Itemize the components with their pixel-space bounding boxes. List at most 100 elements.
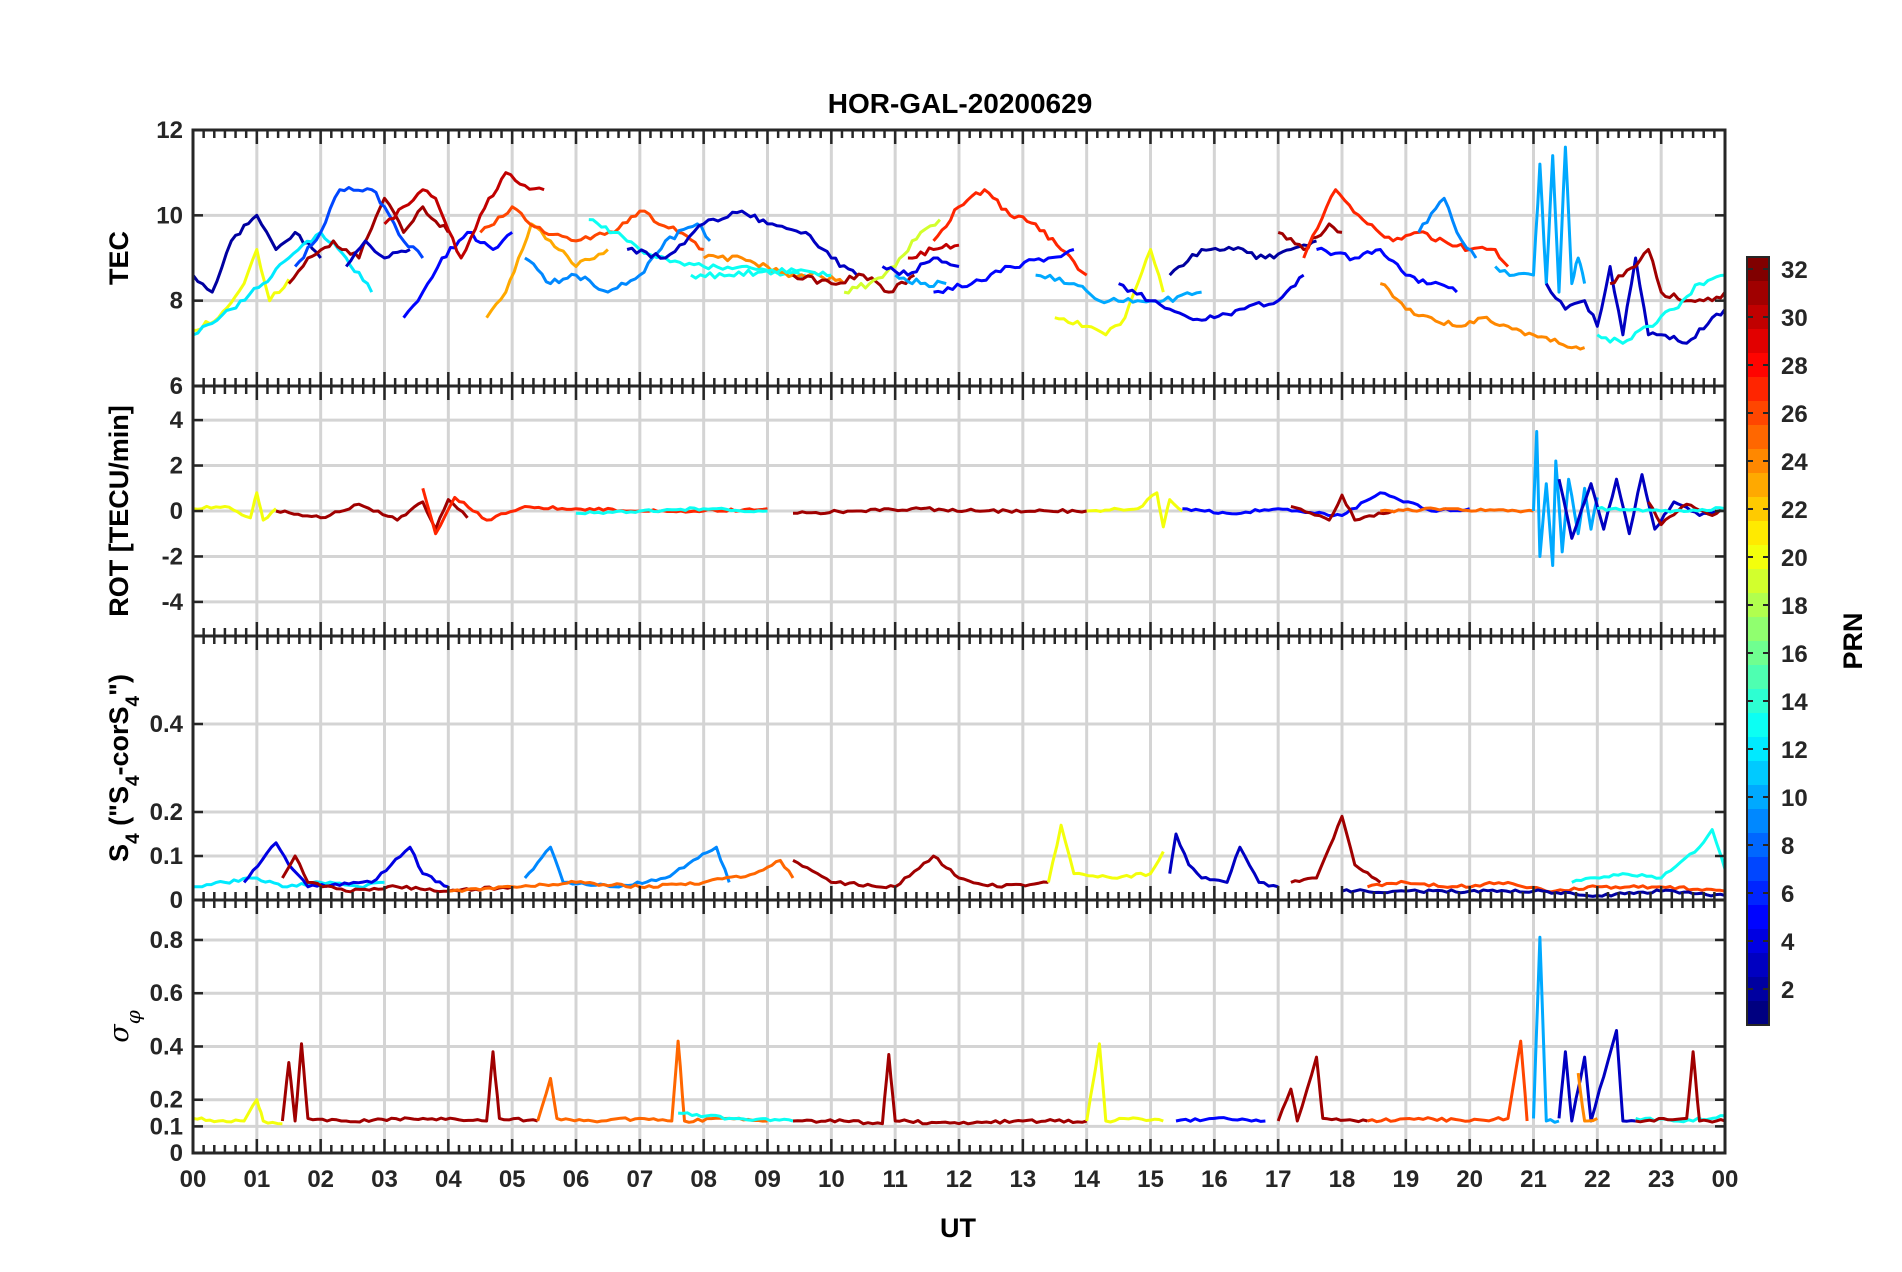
rot-series-prn-31 — [792, 506, 1088, 516]
s4-y-tick-label: 0.2 — [150, 799, 183, 826]
colorbar-tick-label: 10 — [1781, 785, 1808, 812]
tec-series-prn-31 — [287, 196, 450, 285]
x-tick-label: 13 — [1009, 1166, 1036, 1193]
x-tick-label: 23 — [1648, 1166, 1675, 1193]
colorbar-tick-label: 14 — [1781, 689, 1808, 716]
s4-series-prn-13 — [1571, 828, 1725, 884]
sigma-series-prn-5 — [1175, 1116, 1266, 1123]
x-axis-title: UT — [940, 1213, 976, 1243]
s4-y-tick-label: 0.1 — [150, 843, 183, 870]
tec-series-prn-23 — [485, 222, 609, 319]
sigma-series-group — [193, 935, 1725, 1126]
x-tick-label: 10 — [818, 1166, 845, 1193]
tec-series-prn-4 — [881, 256, 960, 277]
colorbar-tick-label: 8 — [1781, 833, 1794, 860]
rot-series-prn-20 — [193, 491, 277, 522]
tec-series-prn-4 — [1118, 273, 1305, 322]
tec-y-tick-label: 10 — [156, 202, 183, 229]
s4-series-prn-12 — [193, 876, 385, 889]
s4-series-prn-31 — [792, 854, 1049, 890]
colorbar-label: PRN — [1838, 612, 1868, 669]
sigma-y-tick-label: 0.2 — [150, 1087, 183, 1114]
x-tick-label: 12 — [946, 1166, 973, 1193]
tec-series-prn-12 — [193, 230, 374, 337]
rot-series-prn-13 — [575, 506, 768, 516]
rot-series-prn-13 — [1596, 506, 1725, 514]
rot-grid — [191, 386, 1727, 636]
rot-series-prn-3 — [1557, 473, 1725, 540]
tec-series-prn-13 — [588, 218, 807, 278]
rot-series-prn-5 — [1182, 491, 1471, 518]
s4-y-tick-label: 0.4 — [150, 711, 184, 738]
tec-series-prn-10 — [1494, 145, 1587, 294]
x-tick-label: 21 — [1520, 1166, 1547, 1193]
colorbar-tick-label: 22 — [1781, 497, 1808, 524]
x-tick-label: 08 — [690, 1166, 717, 1193]
rot-series-prn-31 — [1290, 493, 1394, 522]
x-tick-label: 07 — [626, 1166, 653, 1193]
colorbar-tick-label: 32 — [1781, 257, 1808, 284]
tec-series-prn-27 — [1302, 188, 1510, 268]
x-tick-label: 16 — [1201, 1166, 1228, 1193]
tec-series-prn-3 — [1544, 256, 1725, 345]
x-tick-label: 09 — [754, 1166, 781, 1193]
x-tick-label: 17 — [1265, 1166, 1292, 1193]
sigma-series-prn-10 — [1532, 935, 1560, 1124]
rot-series-prn-20 — [1086, 491, 1184, 529]
tec-series-prn-24 — [702, 253, 846, 285]
sigma-series-prn-20 — [193, 1098, 283, 1126]
colorbar-tick-label: 12 — [1781, 737, 1808, 764]
tec-panel: 6 8 10 12 TEC — [104, 117, 1727, 400]
rot-panel: -4 -2 0 2 4 ROT [TECU/min] — [104, 384, 1727, 638]
tec-y-tick-label: 8 — [170, 288, 183, 315]
chart-title: HOR-GAL-20200629 — [828, 88, 1093, 119]
s4-series-prn-4 — [242, 841, 449, 889]
s4-panel: 0 0.1 0.2 0.4S4 ("S4-corS4") — [104, 634, 1727, 914]
tec-series-prn-31 — [1609, 248, 1725, 303]
x-tick-label: 15 — [1137, 1166, 1164, 1193]
s4-series-prn-20 — [1046, 823, 1165, 883]
colorbar-tick-label: 24 — [1781, 449, 1808, 476]
colorbar-tick-label: 26 — [1781, 401, 1808, 428]
x-tick-label: 22 — [1584, 1166, 1611, 1193]
x-tick-label: 14 — [1073, 1166, 1100, 1193]
tec-series-prn-10 — [1035, 273, 1202, 305]
x-tick-label: 00 — [180, 1166, 207, 1193]
s4-y-axis-title: S4 ("S4-corS4") — [104, 674, 144, 862]
sigma-y-tick-label: 0.6 — [150, 980, 183, 1007]
rot-series-group — [193, 430, 1725, 567]
rot-y-tick-label: 0 — [170, 498, 183, 525]
sigma-y-tick-label: 0.4 — [150, 1033, 184, 1060]
tec-series-prn-30 — [907, 242, 960, 260]
x-tick-label: 00 — [1712, 1166, 1739, 1193]
tec-series-prn-5 — [933, 248, 1075, 295]
x-tick-label: 06 — [563, 1166, 590, 1193]
colorbar-tick-label: 16 — [1781, 641, 1808, 668]
colorbar-tick-label: 30 — [1781, 305, 1808, 332]
tec-series-prn-31 — [792, 272, 916, 294]
tec-series-prn-9 — [524, 222, 712, 294]
s4-series-prn-31 — [1290, 814, 1382, 884]
x-tick-label: 05 — [499, 1166, 526, 1193]
tec-series-prn-5 — [402, 230, 514, 319]
sigma-axes-frame: 00.10.2 0.4 0.6 0.8 — [150, 898, 1727, 1167]
x-tick-label: 04 — [435, 1166, 462, 1193]
x-tick-label: 01 — [243, 1166, 270, 1193]
rot-y-tick-label: -2 — [162, 543, 183, 570]
tec-series-prn-9 — [1417, 196, 1478, 259]
sigma-series-prn-24 — [1576, 1072, 1598, 1123]
tec-y-tick-label: 12 — [156, 117, 183, 144]
s4-series-prn-25 — [448, 858, 795, 893]
tec-series-group — [193, 145, 1725, 351]
tec-series-prn-2 — [193, 213, 322, 294]
x-axis: 00 01 02 03 04 05 06 07 08 09 10 11 12 13 14 15 16 17 18 19… — [180, 1166, 1739, 1193]
colorbar-gradient — [1746, 256, 1770, 1026]
tec-series-prn-24 — [1379, 282, 1586, 351]
tec-series-prn-30 — [383, 171, 545, 260]
tec-series-prn-3 — [626, 209, 859, 277]
colorbar-tick-label: 18 — [1781, 593, 1808, 620]
rot-series-prn-31 — [1647, 501, 1725, 527]
tec-series-prn-2 — [1168, 239, 1317, 277]
x-tick-label: 19 — [1392, 1166, 1419, 1193]
